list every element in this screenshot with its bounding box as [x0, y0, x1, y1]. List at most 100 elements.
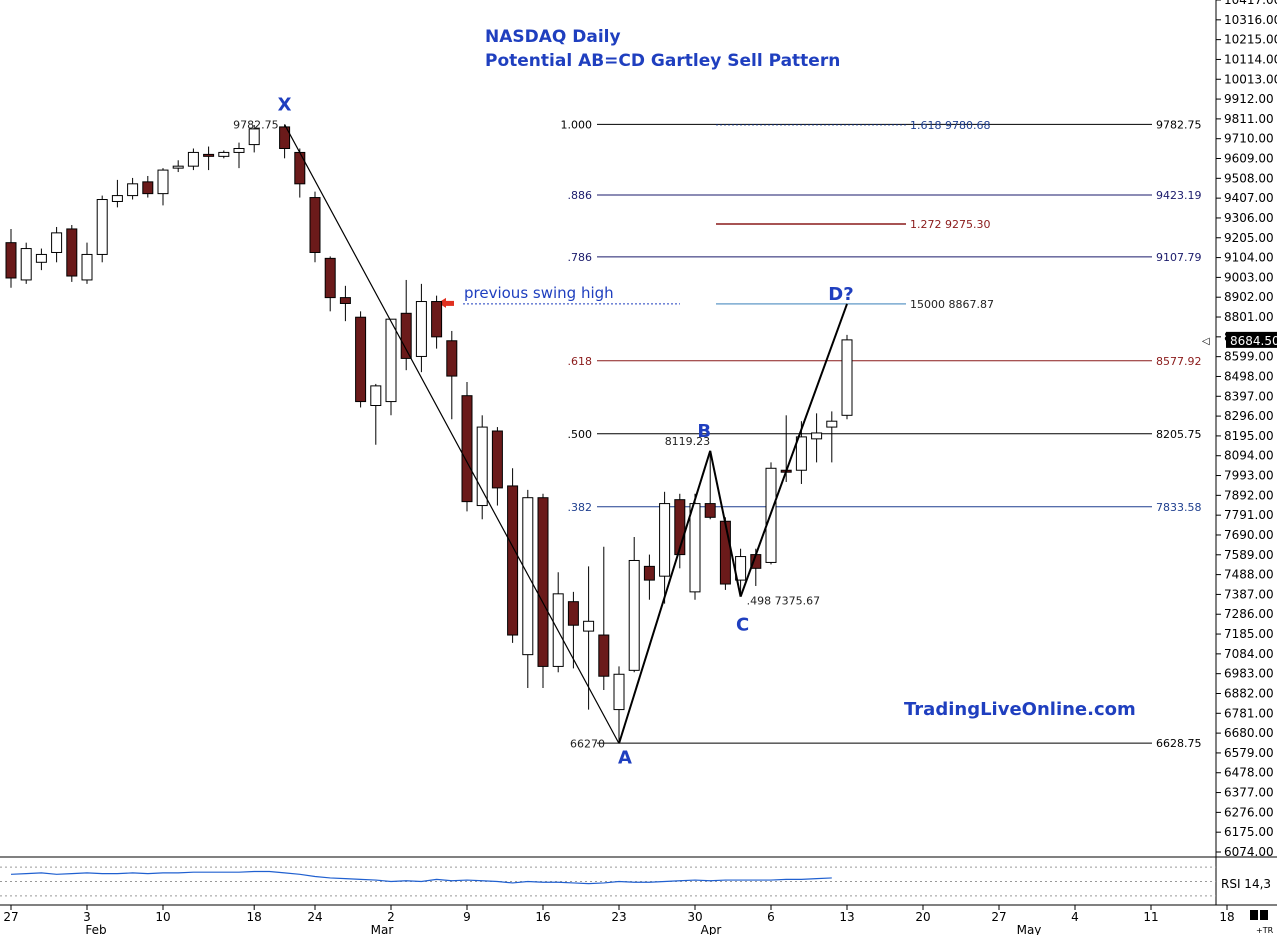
- candle-body: [522, 497, 534, 656]
- fib-price-label: 8205.75: [1156, 428, 1202, 441]
- candle-body: [81, 253, 93, 281]
- pattern-point-label: X: [278, 94, 292, 115]
- candle-body: [203, 153, 215, 157]
- y-tick-label: 8498.00: [1224, 369, 1274, 383]
- corner-label: +TR: [1256, 926, 1274, 935]
- y-axis: 10417.00 10316.00 10215.00 10114.00 10013.00…: [0, 0, 1277, 906]
- pattern-point-label: A: [618, 748, 632, 769]
- y-tick-label: 7286.00: [1224, 607, 1274, 621]
- pattern-point-label: D?: [828, 284, 853, 305]
- candle-body: [613, 673, 625, 711]
- x-month-label: May: [1017, 923, 1042, 935]
- x-axis: 27 3 10 18 24 2 9 16 23 30 6 13 20 27 4 11 18 Feb Mar Apr Ma…: [3, 905, 1274, 937]
- y-tick-label: 9003.00: [1224, 270, 1274, 284]
- y-tick-label: 10013.00: [1224, 72, 1277, 86]
- x-day-label: 24: [307, 910, 322, 924]
- candle-body: [643, 565, 655, 581]
- y-tick-label: 6276.00: [1224, 805, 1274, 819]
- y-tick-label: 6680.00: [1224, 726, 1274, 740]
- pattern-price-label: 66270: [570, 738, 605, 751]
- candle-body: [674, 499, 686, 556]
- candle-body: [20, 248, 32, 281]
- pattern-price-label: 8119.23: [665, 435, 711, 448]
- x-day-label: 18: [247, 910, 262, 924]
- candle-body: [309, 197, 321, 253]
- candle-body: [491, 430, 503, 489]
- fib-price-label: 9782.75: [1156, 118, 1202, 131]
- y-tick-label: 8599.00: [1224, 350, 1274, 364]
- y-tick-label: 7589.00: [1224, 548, 1274, 562]
- extension-label: 1.618 9780.68: [910, 119, 990, 132]
- corner-block: [1250, 910, 1258, 920]
- fib-ratio-label: .382: [568, 501, 593, 514]
- candle-body: [400, 312, 412, 359]
- y-tick-label: 6377.00: [1224, 786, 1274, 800]
- x-day-label: 4: [1071, 910, 1079, 924]
- pattern-leg: [284, 124, 620, 744]
- pattern-leg: [739, 303, 848, 597]
- candle-body: [127, 183, 139, 197]
- pattern-leg: [709, 450, 742, 597]
- y-tick-label: 9407.00: [1224, 191, 1274, 205]
- candle-body: [461, 395, 473, 503]
- last-price-pointer-icon: ◁: [1202, 336, 1210, 347]
- candle-body: [142, 181, 154, 195]
- y-tick-label: 7993.00: [1224, 469, 1274, 483]
- x-day-label: 9: [463, 910, 471, 924]
- rsi-line: [10, 870, 832, 885]
- y-tick-label: 7690.00: [1224, 528, 1274, 542]
- candle-body: [507, 485, 519, 636]
- y-tick-label: 9508.00: [1224, 171, 1274, 185]
- y-tick-label: 8801.00: [1224, 310, 1274, 324]
- candle-body: [279, 126, 291, 150]
- fib-price-label: 9423.19: [1156, 189, 1202, 202]
- y-tick-label: 10215.00: [1224, 33, 1277, 47]
- x-day-label: 27: [3, 910, 18, 924]
- candle-body: [294, 151, 306, 185]
- candle-body: [795, 436, 807, 471]
- pattern-point-label: C: [736, 615, 749, 636]
- y-tick-label: 6478.00: [1224, 766, 1274, 780]
- candle-body: [187, 151, 199, 167]
- x-day-label: 16: [535, 910, 550, 924]
- rsi-panel: RSI 14,3: [0, 866, 1271, 897]
- candle-body: [415, 301, 427, 357]
- swing-high-annotation: previous swing high: [464, 284, 614, 302]
- candle-body: [157, 169, 169, 195]
- x-day-label: 30: [687, 910, 702, 924]
- candle-body: [233, 148, 245, 153]
- candle-body: [719, 520, 731, 585]
- fib-ratio-label: .618: [568, 355, 593, 368]
- y-tick-label: 8902.00: [1224, 290, 1274, 304]
- y-tick-label: 7185.00: [1224, 627, 1274, 641]
- candle-body: [51, 232, 63, 253]
- candle-body: [476, 426, 488, 507]
- pattern-lines: [284, 124, 848, 744]
- y-tick-label: 8195.00: [1224, 429, 1274, 443]
- y-tick-label: 6175.00: [1224, 825, 1274, 839]
- candle-body: [446, 340, 458, 377]
- candle-body: [370, 385, 382, 406]
- y-tick-label: 9710.00: [1224, 132, 1274, 146]
- y-tick-label: 6781.00: [1224, 706, 1274, 720]
- candle-body: [111, 195, 123, 202]
- candle-body: [248, 128, 260, 146]
- fib-ratio-label: 1.000: [561, 118, 593, 131]
- x-day-label: 6: [767, 910, 775, 924]
- x-month-label: Apr: [701, 923, 722, 935]
- y-tick-label: 9306.00: [1224, 211, 1274, 225]
- fib-price-label: 6628.75: [1156, 737, 1202, 750]
- candle-body: [172, 165, 184, 169]
- x-month-label: Mar: [371, 923, 394, 935]
- fib-price-label: 8577.92: [1156, 355, 1202, 368]
- pattern-price-label: .498 7375.67: [747, 595, 820, 608]
- y-tick-label: 7892.00: [1224, 488, 1274, 502]
- y-tick-label: 9912.00: [1224, 92, 1274, 106]
- fib-levels: 1.000 9782.75 .886 9423.19 .786 9107.79 .618 85…: [561, 118, 1202, 750]
- y-tick-label: 7488.00: [1224, 568, 1274, 582]
- fib-ratio-label: .786: [568, 251, 593, 264]
- chart-subtitle: Potential AB=CD Gartley Sell Pattern: [485, 51, 840, 71]
- candle-body: [689, 503, 701, 593]
- pattern-point-label: B: [697, 421, 711, 442]
